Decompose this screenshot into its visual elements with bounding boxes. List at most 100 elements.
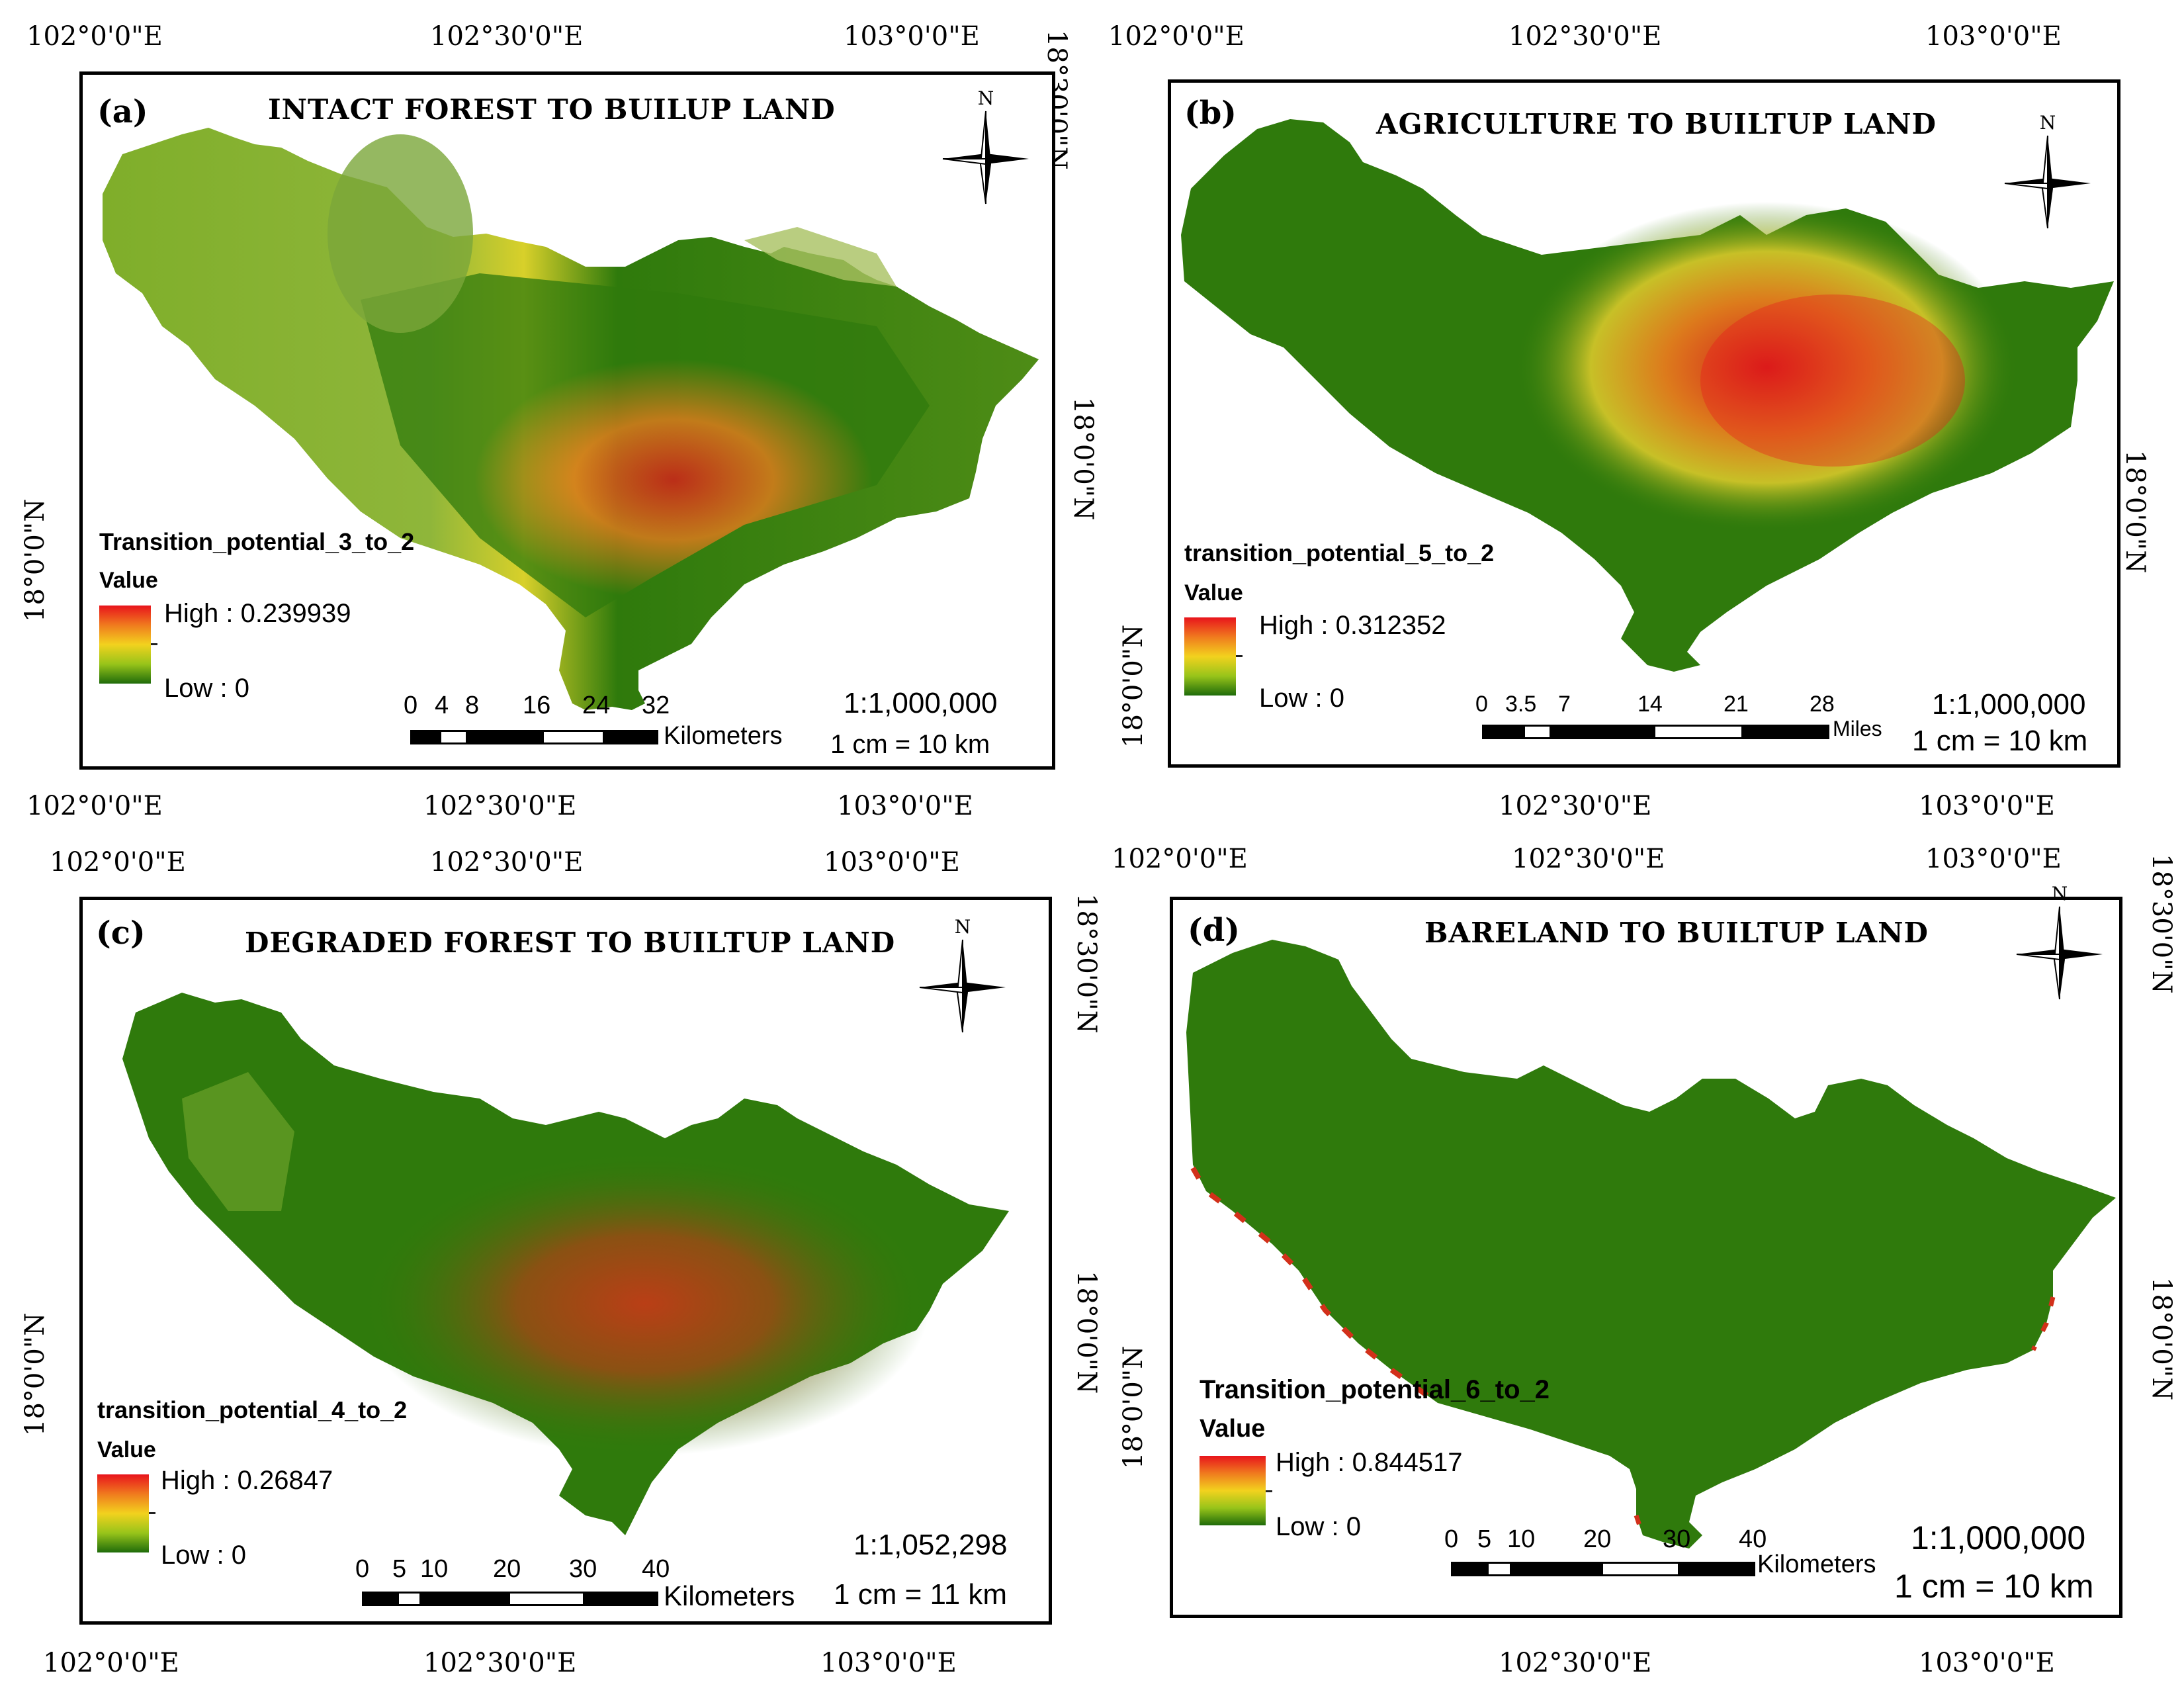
scale-tick: 7 (1558, 692, 1571, 717)
ramp-tick (1266, 1490, 1272, 1492)
scale-tick: 0 (1475, 692, 1488, 717)
scale-tick: 16 (523, 692, 551, 719)
panel-label: (b) (1184, 95, 1237, 132)
scale-cm: 1 cm = 10 km (1912, 725, 2088, 757)
layer-name: Transition_potential_3_to_2 (99, 528, 415, 555)
legend-high: High : 0.26847 (161, 1466, 333, 1495)
map-panel-c: (c) DEGRADED FOREST TO BUILTUP LAND N tr… (79, 897, 1052, 1625)
lon-label: 103°0'0"E (824, 847, 960, 877)
north-label: N (955, 916, 971, 938)
lon-label: 102°0'0"E (1108, 21, 1245, 52)
north-arrow-icon: N (942, 87, 1029, 204)
lat-label: 18°0'0"N (1118, 1345, 1149, 1469)
lat-label: 18°0'0"N (20, 498, 50, 622)
scale-tick: 10 (420, 1555, 449, 1583)
lon-label: 103°0'0"E (1919, 791, 2055, 821)
scale-ratio: 1:1,000,000 (1911, 1519, 2086, 1556)
lon-label: 102°30'0"E (1512, 844, 1665, 874)
lon-label: 103°0'0"E (820, 1648, 957, 1678)
north-label: N (2052, 883, 2068, 905)
scale-tick: 24 (582, 692, 611, 719)
legend-high: High : 0.844517 (1276, 1448, 1463, 1477)
north-label: N (978, 87, 994, 109)
scale-unit: Kilometers (664, 1580, 795, 1611)
north-arrow-icon: N (919, 916, 1006, 1033)
legend-high: High : 0.312352 (1259, 611, 1446, 640)
layer-name: transition_potential_5_to_2 (1184, 539, 1495, 566)
panel-title: BARELAND TO BUILTUP LAND (1424, 917, 1929, 949)
map-panel-d: (d) BARELAND TO BUILTUP LAND N Transitio… (1170, 883, 2122, 1618)
scale-tick: 0 (355, 1555, 370, 1583)
scale-unit: Kilometers (664, 722, 783, 750)
lat-label: 18°0'0"N (2120, 450, 2150, 574)
study-area-shape (1186, 940, 2116, 1549)
scale-ratio: 1:1,052,298 (853, 1529, 1008, 1561)
scale-tick: 28 (1810, 692, 1835, 717)
north-arrow-icon: N (2016, 883, 2103, 1000)
legend-low: Low : 0 (1276, 1512, 1361, 1541)
map-panel-a: (a) INTACT FOREST TO BUILUP LAND N Trans… (79, 71, 1055, 770)
north-arrow-icon: N (2004, 112, 2091, 229)
lon-label: 102°30'0"E (1499, 791, 1652, 821)
ramp-tick (149, 1512, 155, 1514)
lon-label: 103°0'0"E (844, 21, 980, 52)
scale-cm: 1 cm = 11 km (834, 1578, 1008, 1611)
scale-tick: 40 (642, 1555, 670, 1583)
lon-label: 102°30'0"E (1508, 21, 1662, 52)
color-ramp (99, 606, 151, 684)
panel-label: (c) (96, 915, 146, 952)
panel-title: DEGRADED FOREST TO BUILTUP LAND (245, 926, 896, 959)
scale-tick: 32 (642, 692, 670, 719)
scale-ratio: 1:1,000,000 (844, 687, 998, 719)
scale-bar (362, 1592, 658, 1606)
value-label: Value (1200, 1415, 1266, 1443)
scale-tick: 5 (1477, 1525, 1492, 1553)
upland-patch (744, 227, 896, 287)
lat-label: 18°30'0"N (2146, 854, 2177, 994)
lon-label: 102°0'0"E (1112, 844, 1248, 874)
lon-label: 102°0'0"E (50, 847, 186, 877)
scale-tick: 40 (1739, 1525, 1767, 1553)
scale-tick: 30 (569, 1555, 597, 1583)
lon-label: 102°0'0"E (26, 791, 163, 821)
ramp-tick (151, 643, 157, 645)
upland-patch (182, 1072, 294, 1211)
scale-tick: 30 (1663, 1525, 1691, 1553)
color-ramp (1184, 617, 1236, 696)
color-ramp (97, 1474, 149, 1552)
lon-label: 102°30'0"E (423, 1648, 577, 1678)
panel-title: AGRICULTURE TO BUILTUP LAND (1376, 108, 1937, 140)
panel-label: (a) (97, 93, 148, 130)
lon-label: 102°30'0"E (423, 791, 577, 821)
lon-label: 102°30'0"E (430, 21, 584, 52)
scale-tick: 14 (1638, 692, 1663, 717)
forest-block (328, 134, 473, 333)
legend-low: Low : 0 (164, 674, 249, 703)
lat-label: 18°30'0"N (1071, 893, 1102, 1034)
scale-tick: 8 (465, 692, 480, 719)
scale-tick: 0 (1444, 1525, 1459, 1553)
scale-tick: 3.5 (1505, 692, 1537, 717)
lon-label: 103°0'0"E (837, 791, 973, 821)
legend-low: Low : 0 (161, 1541, 246, 1570)
value-label: Value (99, 568, 158, 593)
scale-tick: 21 (1724, 692, 1749, 717)
scale-unit: Kilometers (1757, 1551, 1876, 1578)
hotspot-overlay (1515, 202, 2018, 533)
layer-name: Transition_potential_6_to_2 (1200, 1375, 1550, 1404)
lat-label: 18°0'0"N (1118, 624, 1149, 748)
scale-cm: 1 cm = 10 km (1894, 1568, 2094, 1605)
scale-bar (1451, 1562, 1755, 1576)
map-panel-b: (b) AGRICULTURE TO BUILTUP LAND N transi… (1168, 79, 2120, 768)
scale-tick: 20 (1583, 1525, 1612, 1553)
map-area-d (1186, 940, 2116, 1549)
lat-label: 18°0'0"N (20, 1312, 50, 1436)
north-label: N (2040, 112, 2056, 134)
color-ramp (1200, 1456, 1266, 1525)
lat-label: 18°0'0"N (1071, 1271, 1102, 1394)
lon-label: 103°0'0"E (1925, 844, 2062, 874)
lon-label: 102°30'0"E (430, 847, 584, 877)
map-area-c (122, 993, 1009, 1535)
scale-bar (1482, 725, 1829, 739)
